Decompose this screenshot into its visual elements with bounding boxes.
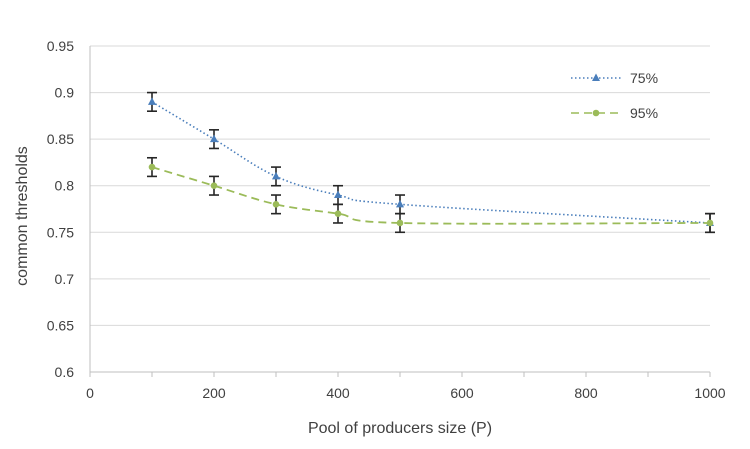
y-tick-label: 0.75 [47, 224, 74, 240]
legend-entry: 75% [571, 70, 658, 86]
legend-marker [592, 73, 600, 81]
data-point [148, 97, 156, 105]
legend-label: 75% [630, 70, 658, 86]
y-tick-label: 0.9 [55, 85, 75, 101]
axes: 0.6 0.65 0.7 0.75 0.8 0.85 0.9 0.95 0 200 400 600 80… [47, 38, 726, 401]
data-point [706, 219, 714, 227]
x-tick-label: 800 [574, 385, 598, 401]
y-tick-label: 0.95 [47, 38, 74, 54]
y-axis-title: common thresholds [14, 146, 31, 286]
y-tick-label: 0.7 [55, 271, 75, 287]
series-layer [147, 91, 715, 234]
legend-label: 95% [630, 105, 658, 121]
data-point [210, 182, 218, 190]
x-tick-label: 0 [86, 385, 94, 401]
x-tick-label: 1000 [694, 385, 725, 401]
data-point [396, 199, 404, 208]
x-tick-label: 400 [326, 385, 350, 401]
legend-entry: 95% [571, 105, 658, 121]
data-point [272, 171, 280, 180]
x-tick-label: 600 [450, 385, 474, 401]
y-tick-label: 0.8 [55, 178, 75, 194]
x-tick-label: 200 [202, 385, 226, 401]
series-line [151, 101, 711, 224]
data-point [148, 163, 156, 171]
gridlines [90, 45, 710, 326]
data-point [396, 219, 404, 227]
data-point [272, 201, 280, 208]
data-point [334, 210, 342, 217]
x-axis-title: Pool of producers size (P) [308, 420, 492, 437]
data-point [334, 190, 342, 199]
series-2 [147, 156, 715, 234]
y-tick-label: 0.85 [47, 131, 74, 147]
series-line [151, 166, 711, 225]
y-tick-label: 0.65 [47, 317, 74, 333]
legend-marker [592, 109, 600, 117]
y-tick-label: 0.6 [55, 364, 75, 380]
legend: 75% 95% [571, 70, 658, 121]
data-point [210, 134, 218, 143]
